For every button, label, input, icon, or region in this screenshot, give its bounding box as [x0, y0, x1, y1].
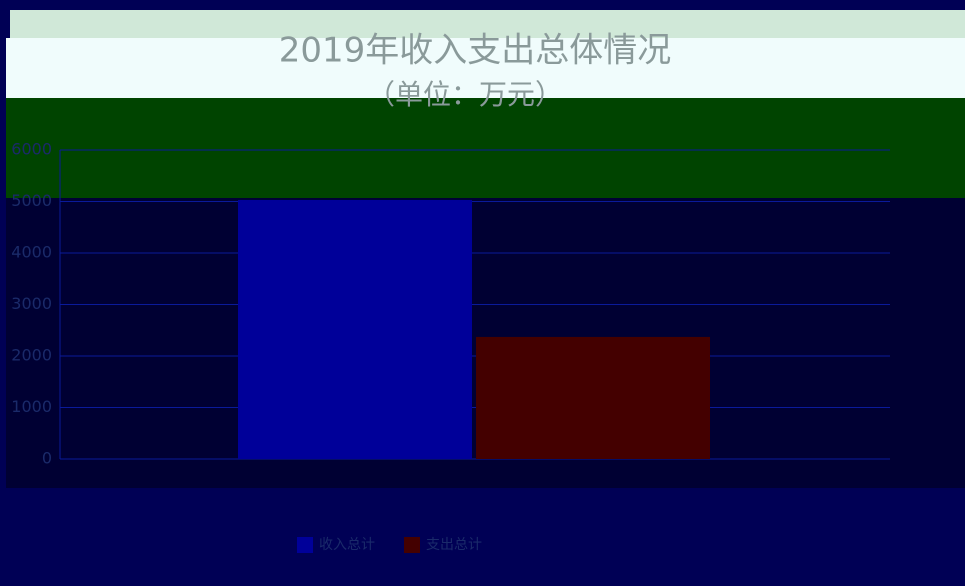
- header-band: [10, 10, 965, 38]
- y-tick-label: 4000: [11, 243, 52, 262]
- chart-subtitle: （单位：万元）: [367, 78, 563, 111]
- legend-swatch: [404, 537, 420, 553]
- top-band: [6, 98, 965, 198]
- bar: [238, 199, 472, 459]
- y-tick-label: 1000: [11, 397, 52, 416]
- bar: [476, 336, 710, 459]
- y-tick-label: 5000: [11, 191, 52, 210]
- legend-label: 支出总计: [426, 537, 482, 553]
- y-tick-label: 2000: [11, 346, 52, 365]
- title-band: [6, 38, 965, 98]
- y-tick-label: 6000: [11, 140, 52, 159]
- legend-swatch: [297, 537, 313, 553]
- legend-label: 收入总计: [319, 537, 375, 553]
- chart-title: 2019年收入支出总体情况: [279, 31, 672, 71]
- y-tick-label: 3000: [11, 294, 52, 313]
- y-tick-label: 0: [42, 449, 52, 468]
